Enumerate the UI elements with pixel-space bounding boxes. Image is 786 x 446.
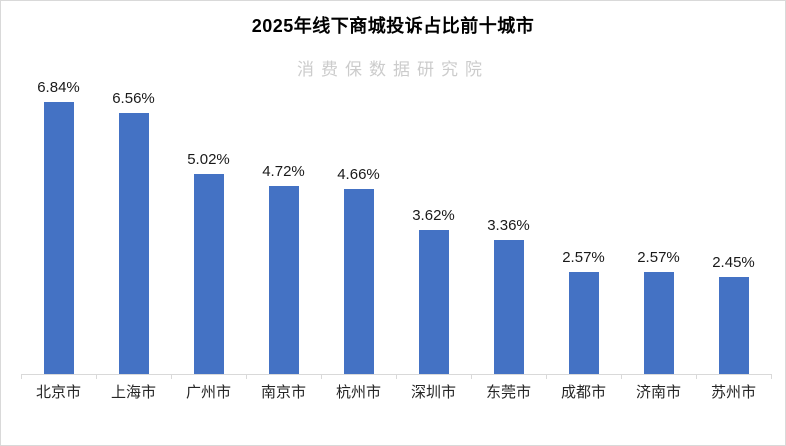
bar-group: 3.62% bbox=[396, 89, 471, 374]
bar bbox=[343, 189, 374, 374]
bar-value-label: 4.72% bbox=[262, 163, 305, 180]
bar bbox=[118, 113, 149, 374]
bar bbox=[268, 186, 299, 374]
x-axis-label: 济南市 bbox=[635, 384, 681, 401]
x-axis-tick bbox=[696, 374, 697, 379]
x-axis-label: 南京市 bbox=[260, 384, 306, 401]
x-axis-label: 杭州市 bbox=[335, 384, 381, 401]
bar-group: 5.02% bbox=[171, 89, 246, 374]
chart-title: 2025年线下商城投诉占比前十城市 bbox=[251, 16, 535, 36]
bar-group: 2.45% bbox=[696, 89, 771, 374]
x-axis-tick bbox=[471, 374, 472, 379]
x-axis-tick bbox=[21, 374, 22, 379]
x-axis-tick bbox=[546, 374, 547, 379]
bar bbox=[643, 272, 674, 374]
bar-value-label: 6.56% bbox=[112, 90, 155, 107]
x-axis-label: 深圳市 bbox=[410, 384, 456, 401]
x-axis-tick bbox=[321, 374, 322, 379]
bar-value-label: 4.66% bbox=[337, 166, 380, 183]
bar bbox=[493, 240, 524, 374]
x-axis-tick bbox=[96, 374, 97, 379]
x-axis-label: 东莞市 bbox=[485, 384, 531, 401]
bar bbox=[418, 230, 449, 374]
bar-group: 2.57% bbox=[621, 89, 696, 374]
x-axis-label: 苏州市 bbox=[710, 384, 756, 401]
bar-group: 6.84% bbox=[21, 79, 96, 374]
x-axis-label: 广州市 bbox=[185, 384, 231, 401]
bar-group: 4.66% bbox=[321, 89, 396, 374]
x-axis-label: 北京市 bbox=[35, 384, 81, 401]
bar-value-label: 3.62% bbox=[412, 207, 455, 224]
bar-group: 2.57% bbox=[546, 89, 621, 374]
x-axis-tick bbox=[396, 374, 397, 379]
bar bbox=[718, 277, 749, 374]
bar-value-label: 2.45% bbox=[712, 254, 755, 271]
x-axis-tick bbox=[171, 374, 172, 379]
x-axis-tick bbox=[621, 374, 622, 379]
bar-group: 6.56% bbox=[96, 89, 171, 374]
bar-value-label: 2.57% bbox=[562, 249, 605, 266]
x-axis-tick bbox=[771, 374, 772, 379]
bar bbox=[568, 272, 599, 374]
bar-value-label: 5.02% bbox=[187, 151, 230, 168]
bar-group: 3.36% bbox=[471, 89, 546, 374]
bar bbox=[43, 102, 74, 374]
bar-value-label: 3.36% bbox=[487, 217, 530, 234]
bar-value-label: 2.57% bbox=[637, 249, 680, 266]
bar-group: 4.72% bbox=[246, 89, 321, 374]
plot-area: 6.84% 6.56% 5.02% 4.72% 4.66% 3.62% 3.36% 2.57%… bbox=[21, 79, 771, 374]
x-axis-labels: 北京市 上海市 广州市 南京市 杭州市 深圳市 东莞市 成都市 济南市 苏州市 bbox=[21, 381, 771, 401]
watermark-text: 消费保数据研究院 bbox=[297, 60, 489, 80]
x-axis-label: 上海市 bbox=[110, 384, 156, 401]
bar-value-label: 6.84% bbox=[37, 79, 80, 96]
x-axis-tick bbox=[246, 374, 247, 379]
bar bbox=[193, 174, 224, 374]
x-axis-label: 成都市 bbox=[560, 384, 606, 401]
